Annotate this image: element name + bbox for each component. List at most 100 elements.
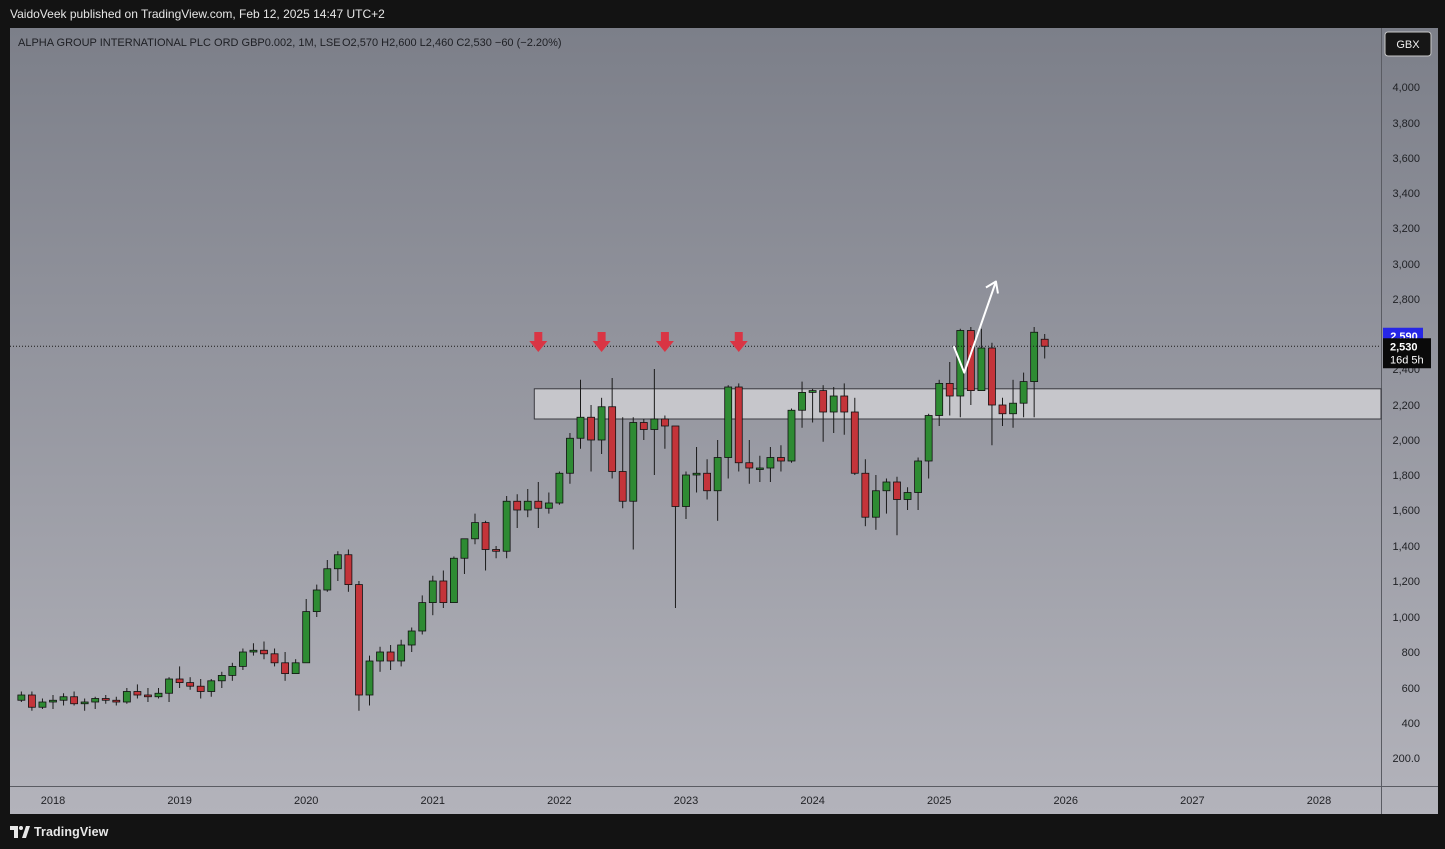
- tradingview-logo[interactable]: TradingView: [10, 824, 109, 840]
- y-tick-label: 1,400: [1392, 541, 1420, 553]
- candle: [154, 688, 163, 699]
- candle-body: [407, 630, 416, 646]
- candle-body: [861, 472, 870, 518]
- candle: [713, 440, 722, 521]
- candle-body: [977, 347, 986, 391]
- candle: [703, 459, 711, 500]
- candle: [650, 369, 659, 475]
- y-tick-label: 3,600: [1392, 153, 1420, 165]
- candle-body: [1019, 381, 1028, 404]
- candle-body: [122, 691, 131, 703]
- candle-body: [101, 698, 110, 701]
- candle: [355, 581, 363, 711]
- candle: [576, 379, 585, 449]
- candle-body: [281, 662, 290, 674]
- candle-body: [608, 406, 617, 472]
- candle: [27, 691, 36, 711]
- candle: [207, 679, 216, 697]
- candle: [671, 425, 680, 608]
- candle-body: [513, 500, 522, 511]
- candle-body: [829, 395, 838, 413]
- y-tick-label: 3,200: [1392, 223, 1420, 235]
- candle: [850, 397, 859, 475]
- candle: [523, 489, 532, 518]
- candle-body: [618, 471, 627, 502]
- candle-body: [1009, 402, 1017, 415]
- candle-body: [471, 522, 479, 540]
- candle: [924, 413, 933, 479]
- currency-label: GBX: [1396, 39, 1420, 51]
- candle-body: [576, 416, 585, 439]
- candle: [17, 691, 26, 702]
- x-tick-label: 2025: [927, 795, 951, 807]
- candle: [196, 679, 205, 699]
- candles-layer: [17, 327, 1049, 711]
- candle: [302, 599, 311, 664]
- candle: [724, 385, 733, 479]
- resistance-marker-arrow: [729, 332, 748, 352]
- candle-body: [418, 602, 427, 632]
- candle-body: [270, 653, 279, 664]
- candle-body: [144, 694, 152, 698]
- y-tick-label: 1,000: [1392, 612, 1420, 624]
- candle-body: [80, 701, 89, 705]
- candle-body: [692, 472, 701, 476]
- projection-path: [952, 281, 997, 374]
- candle: [49, 695, 57, 709]
- candle: [629, 417, 638, 550]
- candle-body: [998, 404, 1007, 415]
- candle-body: [228, 666, 237, 676]
- candle-body: [713, 457, 722, 492]
- candle: [312, 584, 321, 617]
- candle-body: [661, 418, 669, 427]
- candle: [1030, 327, 1039, 418]
- projection-arrowhead: [985, 280, 999, 294]
- price-axis[interactable]: 4,0003,8003,6003,4003,2003,0002,8002,400…: [1392, 82, 1420, 765]
- current-price-label: 2,530: [1390, 341, 1418, 353]
- candle-body: [386, 651, 395, 662]
- x-tick-label: 2019: [167, 795, 191, 807]
- y-tick-label: 2,000: [1392, 435, 1420, 447]
- candle: [70, 691, 78, 706]
- candle: [428, 575, 437, 616]
- candle: [291, 659, 300, 674]
- resistance-marker-arrow: [529, 332, 548, 352]
- candle: [492, 546, 501, 559]
- x-tick-label: 2023: [674, 795, 698, 807]
- candle-body: [38, 701, 47, 708]
- time-axis[interactable]: 2018 2019 2020 2021 2022 2023 2024 2025 2026 2027…: [41, 795, 1331, 807]
- candle: [682, 471, 690, 519]
- candle-body: [988, 347, 996, 406]
- candle-body: [798, 391, 806, 411]
- candle: [1040, 334, 1049, 359]
- currency-button[interactable]: GBX: [1384, 31, 1432, 57]
- candle-body: [523, 500, 532, 511]
- tradingview-icon: [10, 826, 30, 838]
- candle-body: [27, 694, 36, 708]
- candle-body: [966, 330, 975, 391]
- candle-body: [671, 425, 680, 507]
- candle-body: [1040, 338, 1049, 347]
- candle: [238, 648, 247, 670]
- marker-shape: [655, 332, 674, 352]
- candle: [471, 513, 479, 545]
- candle: [91, 696, 100, 709]
- candle-body: [249, 649, 258, 653]
- candle: [555, 471, 564, 505]
- candle: [819, 385, 828, 442]
- x-tick-label: 2021: [421, 795, 445, 807]
- candle: [38, 698, 47, 709]
- candle: [144, 688, 152, 702]
- candle: [80, 698, 89, 711]
- x-tick-label: 2028: [1307, 795, 1331, 807]
- candle: [755, 455, 764, 482]
- projection-layer: [952, 280, 999, 374]
- candle-body: [544, 502, 553, 509]
- candle: [365, 655, 374, 706]
- candle: [333, 551, 342, 581]
- candle-body: [639, 422, 648, 430]
- candle: [534, 482, 543, 528]
- candle-body: [344, 554, 353, 586]
- chart-background: [10, 28, 1438, 814]
